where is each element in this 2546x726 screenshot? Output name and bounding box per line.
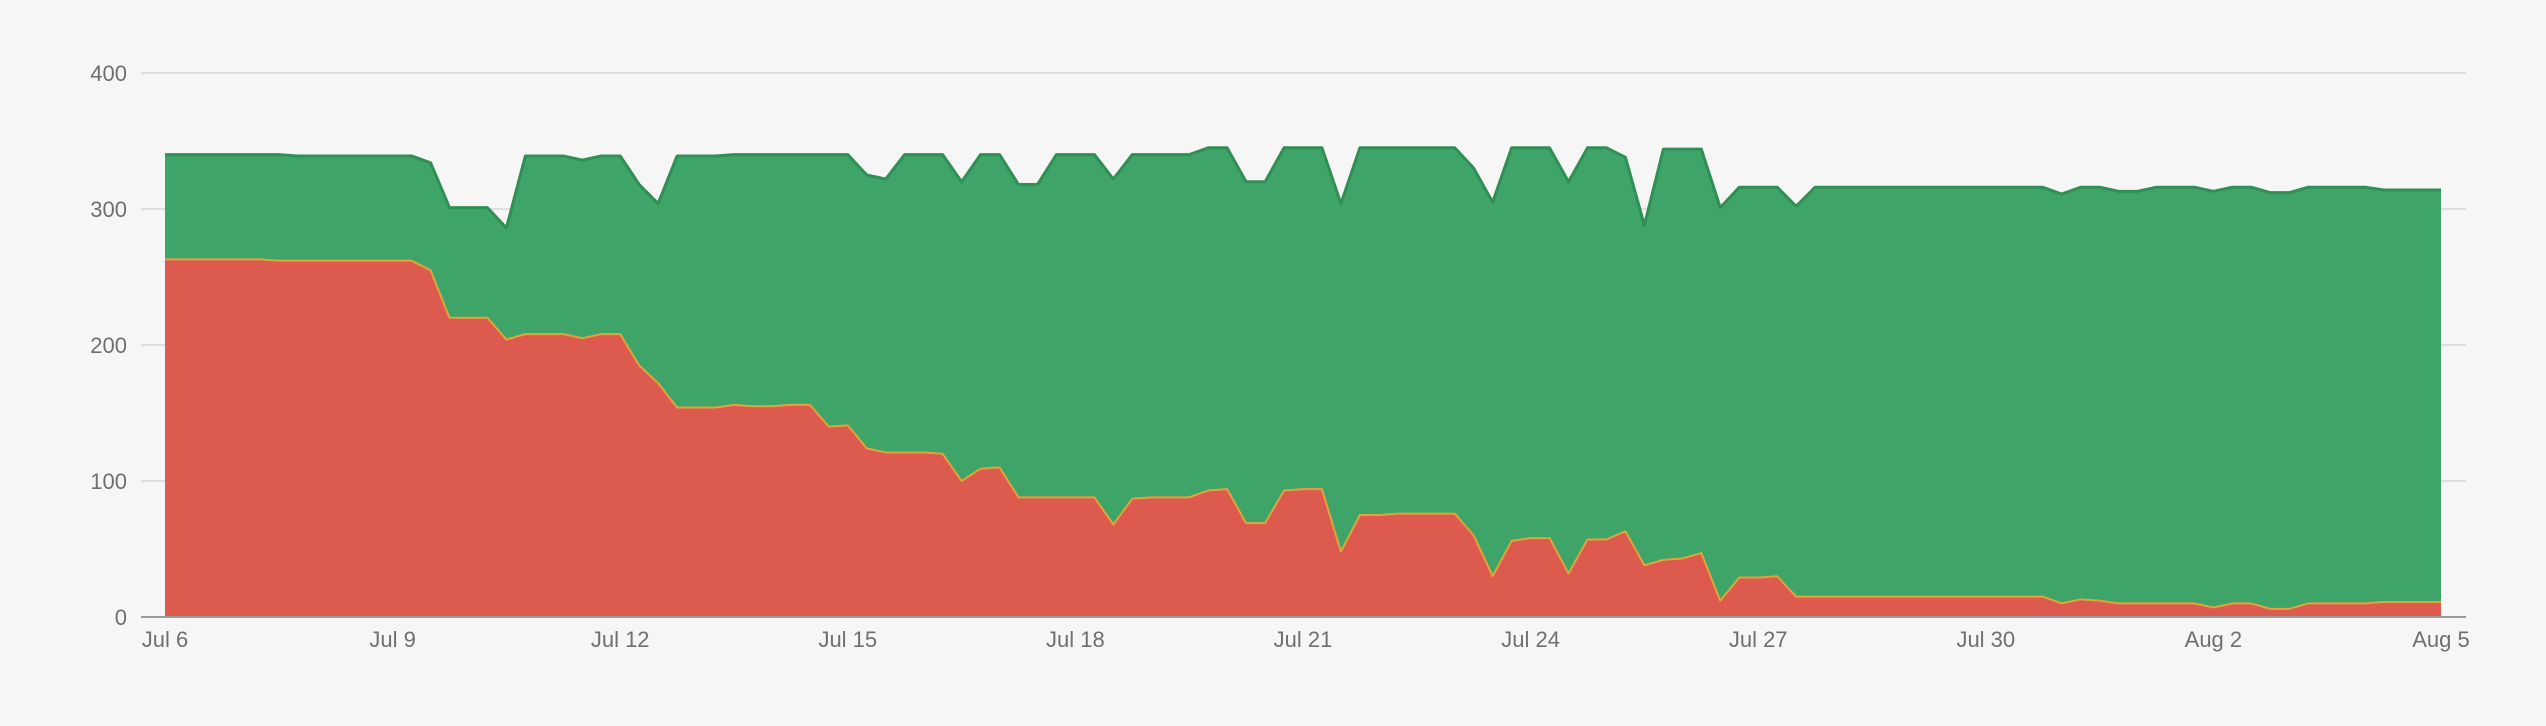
y-axis-ticks: 0 100 200 300 400 — [90, 61, 127, 630]
y-tick-label: 300 — [90, 197, 127, 222]
y-tick-label: 100 — [90, 469, 127, 494]
x-tick-label: Aug 2 — [2185, 627, 2243, 652]
x-tick-label: Aug 5 — [2412, 627, 2470, 652]
x-tick-label: Jul 24 — [1501, 627, 1560, 652]
y-tick-label: 400 — [90, 61, 127, 86]
series-line-green — [165, 146, 2441, 230]
series-area-red — [165, 259, 2441, 617]
x-tick-label: Jul 18 — [1046, 627, 1105, 652]
area-series — [165, 146, 2441, 617]
x-tick-label: Jul 9 — [369, 627, 415, 652]
series-line-red — [165, 258, 2441, 610]
y-tick-label: 0 — [115, 605, 127, 630]
series-area-green — [165, 147, 2441, 609]
x-tick-label: Jul 21 — [1274, 627, 1333, 652]
y-tick-label: 200 — [90, 333, 127, 358]
x-tick-label: Jul 12 — [591, 627, 650, 652]
x-tick-label: Jul 15 — [818, 627, 877, 652]
x-tick-label: Jul 27 — [1729, 627, 1788, 652]
x-tick-label: Jul 30 — [1956, 627, 2015, 652]
x-axis-ticks: Jul 6 Jul 9 Jul 12 Jul 15 Jul 18 Jul 21 Jul 24… — [142, 627, 2470, 652]
x-tick-label: Jul 6 — [142, 627, 188, 652]
